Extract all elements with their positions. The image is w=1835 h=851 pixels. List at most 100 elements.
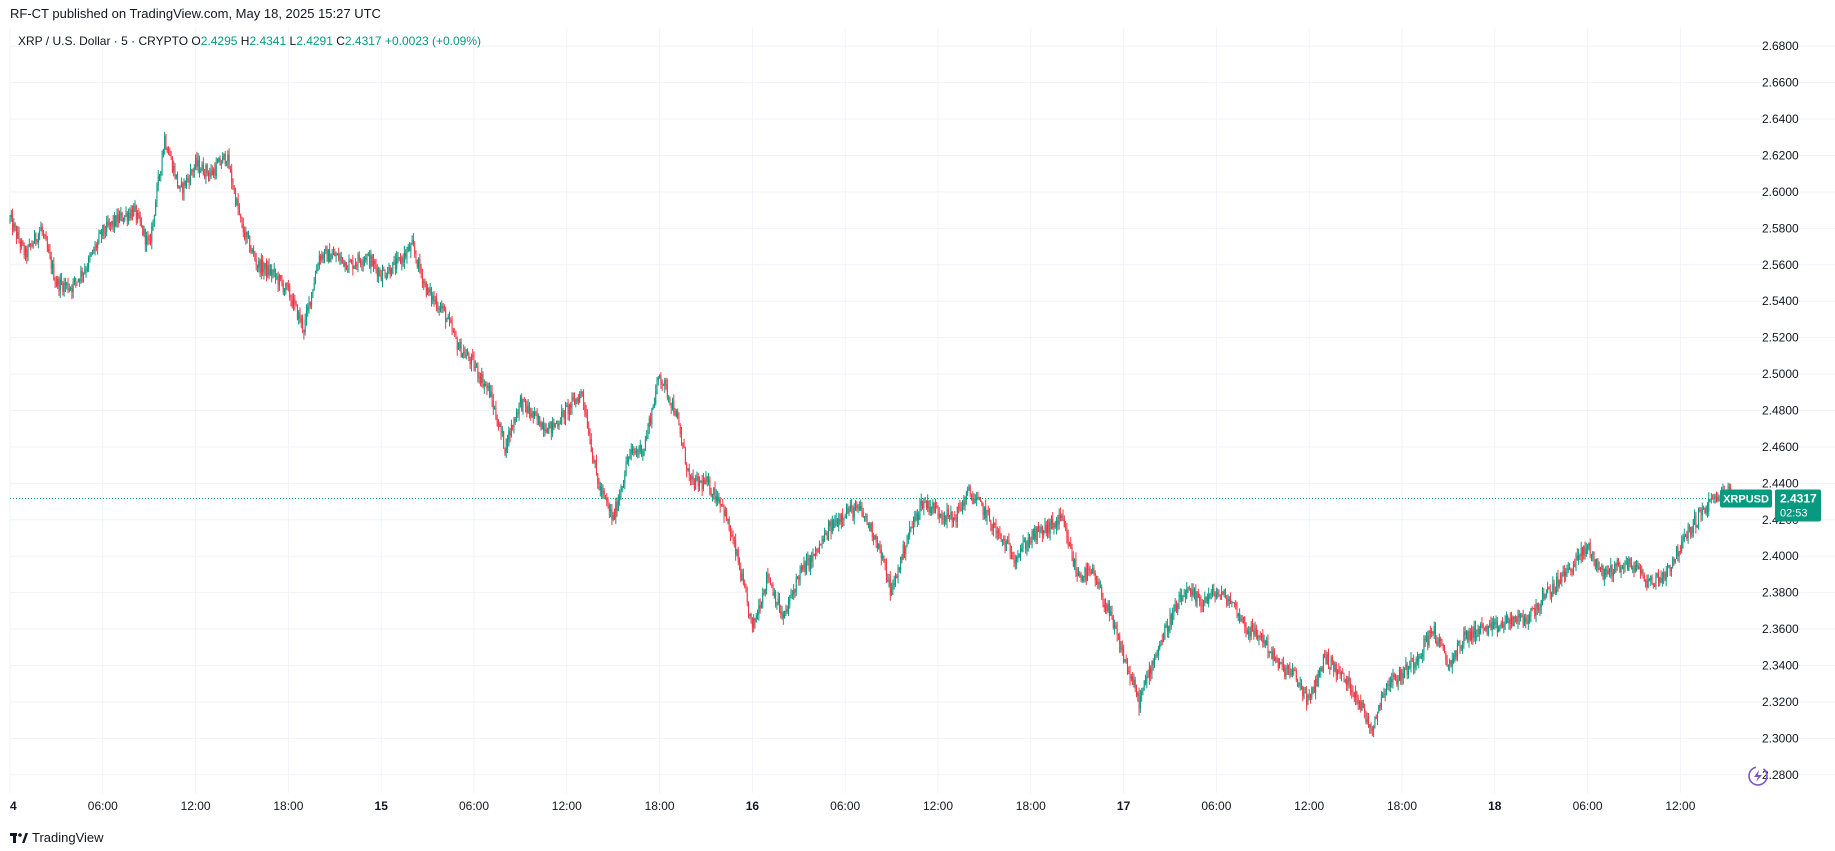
candle — [147, 230, 149, 246]
candle-body — [1206, 596, 1208, 604]
candle — [143, 225, 145, 238]
lightning-icon[interactable] — [1748, 766, 1768, 786]
candle — [1360, 694, 1362, 713]
price-tick-label: 2.5000 — [1762, 367, 1799, 381]
candle — [447, 313, 449, 320]
candle — [820, 543, 822, 546]
legend-change: +0.0023 (+0.09%) — [384, 34, 482, 48]
candle — [702, 472, 704, 492]
candle — [209, 167, 211, 182]
candle — [1560, 572, 1562, 585]
candle — [995, 518, 997, 539]
candlestick-chart[interactable]: 2.28002.30002.32002.34002.36002.38002.40… — [0, 28, 1835, 825]
candle-body — [1217, 592, 1219, 595]
candle-body — [1453, 659, 1455, 661]
candle-body — [110, 222, 112, 225]
candle-body — [1427, 635, 1429, 646]
candle-body — [294, 298, 296, 304]
candle — [165, 133, 167, 150]
candle-body — [1511, 616, 1513, 624]
candle-body — [490, 391, 492, 398]
candle-body — [789, 596, 791, 604]
candle — [916, 509, 918, 528]
candle — [1285, 665, 1287, 680]
candle-body — [580, 391, 582, 394]
candle — [535, 410, 537, 417]
candle — [701, 474, 703, 496]
candle-body — [93, 249, 95, 252]
candle-body — [15, 227, 17, 239]
candle-body — [1543, 593, 1545, 599]
candle — [1317, 669, 1319, 688]
candle — [1444, 644, 1446, 654]
candle-body — [1212, 588, 1214, 594]
candle-body — [1288, 667, 1290, 669]
candle — [541, 421, 543, 430]
candle-body — [1254, 628, 1256, 635]
candle-body — [1676, 546, 1678, 559]
candle-body — [13, 223, 15, 231]
candle-body — [1138, 692, 1140, 709]
candle — [1468, 627, 1470, 648]
candle — [824, 527, 826, 543]
candle-body — [372, 260, 374, 266]
candle — [1357, 694, 1359, 711]
candle — [41, 223, 43, 236]
candle — [436, 293, 438, 312]
candle — [55, 275, 57, 288]
candle — [1228, 595, 1230, 609]
candle-body — [674, 412, 676, 416]
candle-body — [794, 589, 796, 593]
candle-body — [1473, 625, 1475, 638]
candle-body — [525, 399, 527, 406]
candle-body — [673, 400, 675, 413]
candle — [1175, 600, 1177, 614]
candle-body — [956, 506, 958, 523]
time-axis[interactable]: 4 06:00 12:00 18:00 15 06:00 12:00 18:00 16 06:00… — [10, 799, 1696, 813]
candle-body — [204, 174, 206, 178]
candle-body — [170, 155, 172, 158]
candle-body — [845, 508, 847, 516]
candle — [992, 516, 994, 537]
price-axis[interactable]: 2.28002.30002.32002.34002.36002.38002.40… — [1762, 39, 1799, 782]
candle-body — [996, 530, 998, 534]
candle-body — [555, 423, 557, 425]
candle — [799, 565, 801, 586]
candle-body — [1184, 595, 1186, 599]
candle-body — [36, 241, 38, 243]
candle-body — [1016, 557, 1018, 564]
candle — [781, 605, 783, 620]
candle — [1338, 663, 1340, 674]
candle — [344, 260, 346, 272]
candle — [1009, 542, 1011, 560]
candle-body — [1615, 563, 1617, 566]
candle-body — [1340, 671, 1342, 675]
candle — [455, 330, 457, 340]
candle — [469, 356, 471, 369]
candle-body — [840, 514, 842, 523]
candle-body — [173, 166, 175, 172]
candle-body — [1699, 509, 1701, 511]
chart-area[interactable]: 2.2800 2.3000 2.3200 2.3400 2.3600 2.3800 2.40… — [0, 28, 1835, 825]
candle — [1404, 667, 1406, 679]
candle — [530, 407, 532, 421]
candle-body — [39, 230, 41, 235]
candle-body — [842, 514, 844, 520]
candle — [1629, 557, 1631, 568]
candle-body — [724, 510, 726, 517]
candle-body — [1315, 678, 1317, 693]
footer-brand[interactable]: TradingView — [10, 826, 104, 850]
candle-body — [1585, 548, 1587, 555]
candle-body — [1130, 676, 1132, 679]
candle-body — [744, 583, 746, 587]
candle-body — [1237, 613, 1239, 616]
candle — [1476, 629, 1478, 642]
candle — [19, 238, 21, 254]
candle — [1029, 534, 1031, 549]
candle-body — [304, 319, 306, 333]
candle — [958, 502, 960, 514]
candle — [242, 217, 244, 238]
candle — [410, 242, 412, 259]
candle-body — [1160, 640, 1162, 645]
